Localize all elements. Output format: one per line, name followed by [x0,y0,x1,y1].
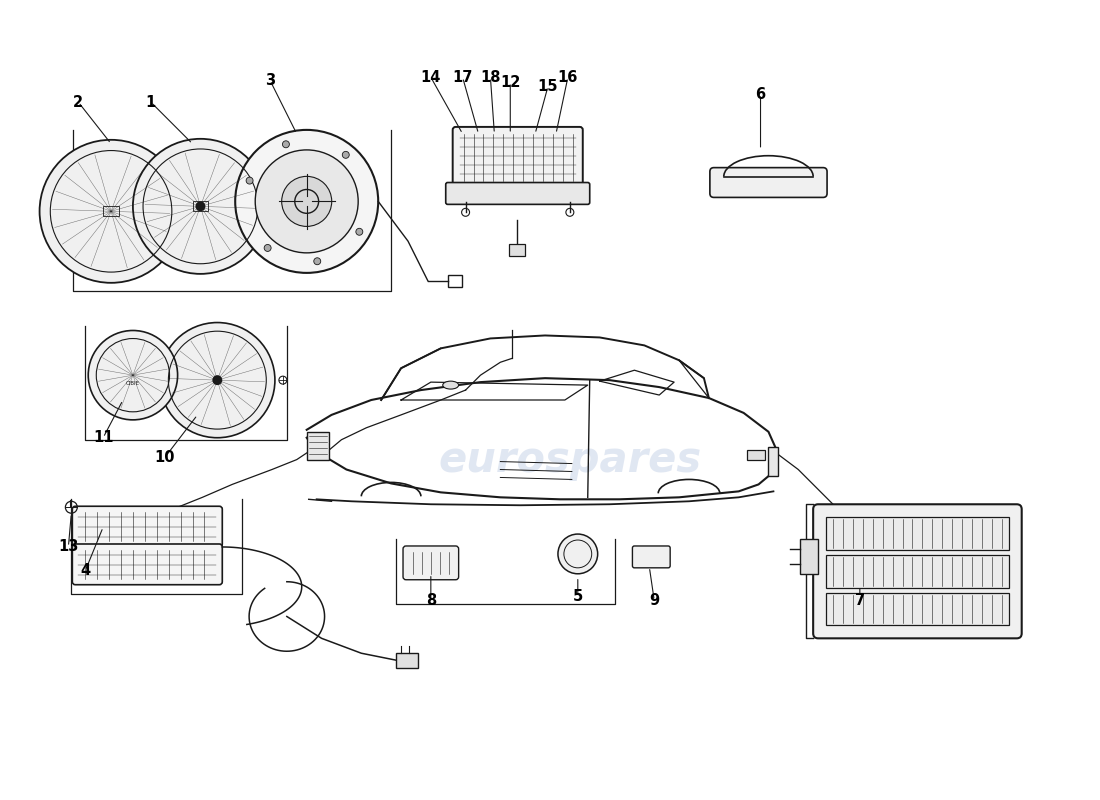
Text: CIBIE: CIBIE [125,381,140,386]
Text: 18: 18 [481,70,500,85]
Circle shape [264,245,271,251]
Text: 2: 2 [74,94,84,110]
Circle shape [255,150,359,253]
Ellipse shape [442,381,459,389]
Circle shape [283,141,289,148]
Text: 6: 6 [756,86,766,102]
Text: 11: 11 [92,430,113,446]
Text: 9: 9 [649,593,659,608]
Circle shape [342,151,349,158]
Text: 12: 12 [500,74,520,90]
Text: 14: 14 [420,70,441,85]
FancyBboxPatch shape [632,546,670,568]
FancyBboxPatch shape [73,506,222,547]
Text: 16: 16 [558,70,579,85]
Bar [826,555,1009,588]
Circle shape [40,140,183,283]
FancyBboxPatch shape [403,546,459,580]
Circle shape [356,228,363,235]
Text: 13: 13 [58,539,78,554]
Bar [801,539,818,574]
FancyBboxPatch shape [813,504,1022,638]
Circle shape [558,534,597,574]
Circle shape [235,130,378,273]
Bar [396,654,418,668]
FancyBboxPatch shape [710,168,827,198]
Bar [769,446,779,477]
Text: 8: 8 [426,593,436,608]
Bar [192,202,208,211]
Bar [103,206,119,216]
Circle shape [212,375,222,385]
Bar [509,244,525,256]
Circle shape [282,176,332,226]
Text: 15: 15 [538,78,559,94]
Text: 7: 7 [855,593,865,608]
Circle shape [196,202,206,211]
Text: 5: 5 [573,589,583,604]
Circle shape [160,322,275,438]
Text: 1: 1 [145,94,156,110]
Text: 17: 17 [452,70,473,85]
Text: eurospares: eurospares [438,438,702,481]
Text: 10: 10 [154,450,175,465]
FancyBboxPatch shape [73,544,222,585]
Circle shape [88,330,177,420]
Bar [448,275,462,286]
Bar [826,593,1009,626]
Bar [307,432,329,459]
Bar [747,450,764,459]
Text: 3: 3 [265,73,275,88]
Circle shape [314,258,321,265]
Bar [826,517,1009,550]
FancyBboxPatch shape [453,127,583,187]
Circle shape [133,139,268,274]
Circle shape [246,177,253,184]
FancyBboxPatch shape [446,182,590,204]
Text: 4: 4 [80,563,90,578]
